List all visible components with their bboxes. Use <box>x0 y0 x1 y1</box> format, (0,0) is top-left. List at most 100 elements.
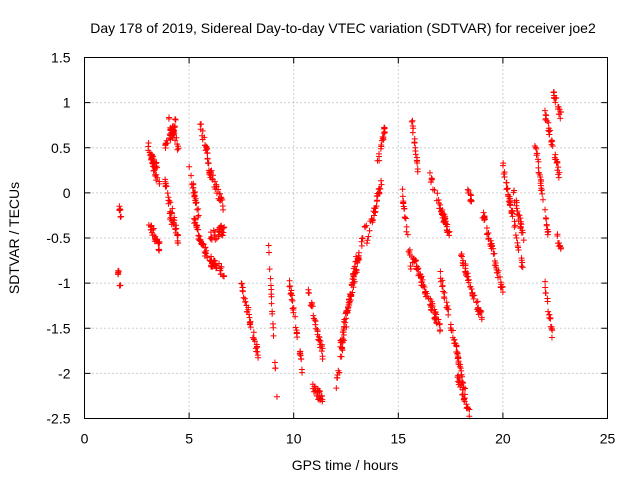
data-point <box>454 355 461 362</box>
data-point <box>463 405 470 412</box>
data-point <box>442 215 449 222</box>
data-point <box>250 336 257 343</box>
data-point <box>474 298 481 305</box>
data-point <box>519 229 526 236</box>
data-point <box>511 199 518 206</box>
data-point <box>546 311 553 318</box>
data-point <box>431 314 438 321</box>
data-point <box>212 261 219 268</box>
data-point <box>255 354 262 361</box>
chart-title: Day 178 of 2019, Sidereal Day-to-day VTE… <box>90 20 596 36</box>
data-point <box>290 307 297 314</box>
data-point <box>212 186 219 193</box>
data-point <box>556 240 563 247</box>
data-point <box>428 179 435 186</box>
data-point <box>461 398 468 405</box>
y-tick-label: 0 <box>63 185 71 201</box>
data-point <box>342 319 349 326</box>
data-point <box>163 137 170 144</box>
data-point <box>198 121 205 128</box>
data-point <box>242 298 249 305</box>
data-point <box>162 142 169 149</box>
data-point <box>493 266 500 273</box>
data-point <box>464 186 471 193</box>
data-point <box>535 164 542 171</box>
data-point <box>460 396 467 403</box>
data-point <box>238 280 245 287</box>
data-point <box>447 321 454 328</box>
data-point <box>310 315 317 322</box>
data-point <box>117 206 124 213</box>
data-point <box>547 315 554 322</box>
data-point <box>156 178 163 185</box>
data-point <box>246 314 253 321</box>
data-point <box>548 325 555 332</box>
data-point <box>418 279 425 286</box>
data-point <box>195 232 202 239</box>
data-point <box>370 208 377 215</box>
data-point <box>207 169 214 176</box>
data-point <box>515 212 522 219</box>
data-point <box>174 239 181 246</box>
data-point <box>503 179 510 186</box>
data-point <box>542 278 549 285</box>
data-point <box>118 213 125 220</box>
data-point <box>209 176 216 183</box>
data-point <box>148 152 155 159</box>
data-point <box>174 146 181 153</box>
data-point <box>513 205 520 212</box>
y-tick-label: 1 <box>63 95 71 111</box>
data-point <box>426 169 433 176</box>
data-point <box>455 381 462 388</box>
data-point <box>402 215 409 222</box>
data-point <box>273 393 280 400</box>
data-point <box>439 282 446 289</box>
data-point <box>195 213 202 220</box>
data-point <box>557 108 564 115</box>
data-point <box>399 193 406 200</box>
data-point <box>352 269 359 276</box>
data-point <box>287 283 294 290</box>
data-point <box>512 232 519 239</box>
data-point <box>216 197 223 204</box>
data-point <box>414 166 421 173</box>
data-point <box>358 242 365 249</box>
data-point <box>380 134 387 141</box>
data-point <box>433 319 440 326</box>
data-point <box>188 172 195 179</box>
data-point <box>547 127 554 134</box>
y-tick-label: -0.5 <box>46 230 70 246</box>
data-point <box>518 221 525 228</box>
data-point <box>519 264 526 271</box>
data-point <box>554 231 561 238</box>
data-point <box>207 262 214 269</box>
grid-lines <box>84 57 608 419</box>
data-point <box>268 286 275 293</box>
data-point <box>309 303 316 310</box>
data-point <box>286 283 293 290</box>
data-point <box>557 115 564 122</box>
data-point <box>192 199 199 206</box>
data-point <box>152 171 159 178</box>
data-point <box>478 316 485 323</box>
data-point <box>271 359 278 366</box>
data-point <box>217 267 224 274</box>
data-point <box>355 254 362 261</box>
data-point <box>197 238 204 245</box>
data-point <box>409 259 416 266</box>
data-point <box>340 329 347 336</box>
data-point <box>431 187 438 194</box>
data-point <box>197 126 204 133</box>
data-point <box>174 141 181 148</box>
data-point <box>554 158 561 165</box>
data-point <box>473 299 480 306</box>
data-point <box>213 235 220 242</box>
data-point <box>466 406 473 413</box>
data-point <box>544 226 551 233</box>
data-points <box>115 88 564 420</box>
data-point <box>337 353 344 360</box>
data-point <box>373 198 380 205</box>
data-point <box>449 334 456 341</box>
data-point <box>417 271 424 278</box>
